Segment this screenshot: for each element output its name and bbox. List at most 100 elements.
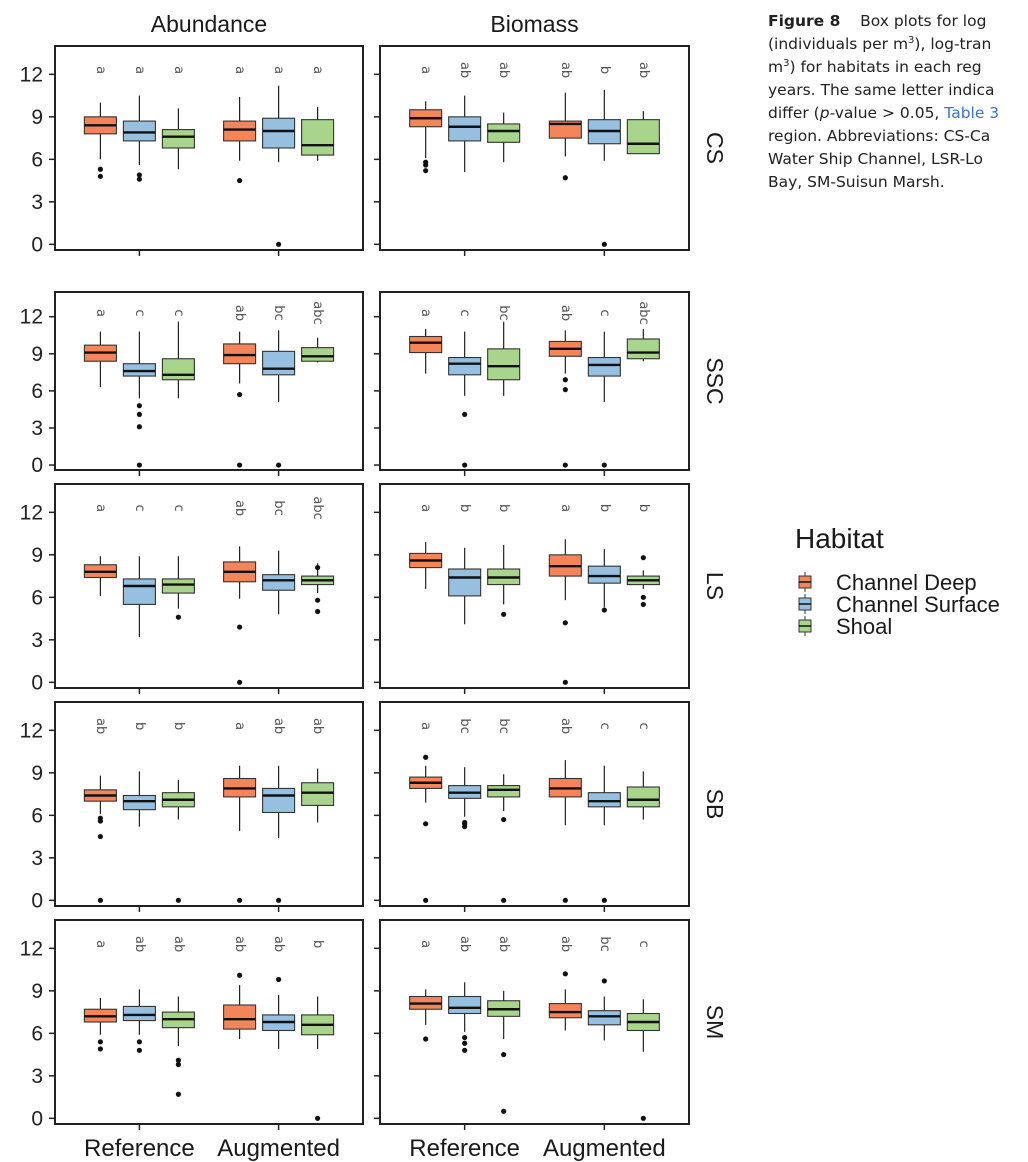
caption-text-2b: ), log-tran [914, 35, 992, 53]
outlier-point [276, 241, 282, 247]
box-augmented-channel-deep: ab [223, 305, 257, 468]
outlier-point [501, 1051, 507, 1058]
significance-letter: b [597, 504, 612, 512]
box-iqr [161, 129, 195, 149]
panel-abundance-sb: 0 3 6 9 12 ab b b a ab ab [20, 701, 364, 912]
box-iqr [448, 116, 482, 142]
box-augmented-channel-deep: ab [548, 62, 582, 181]
box-augmented-shoal: ab [301, 718, 335, 823]
box-augmented-channel-surface: c [587, 309, 621, 468]
box-iqr [548, 120, 582, 139]
y-tick-label: 12 [20, 719, 43, 742]
y-tick-label: 3 [31, 1065, 43, 1088]
box-iqr [262, 350, 296, 376]
significance-letter: a [93, 66, 108, 74]
box-augmented-shoal: c [626, 941, 660, 1121]
y-tick-label: 12 [20, 306, 43, 329]
column-title-biomass: Biomass [490, 11, 578, 37]
significance-letter: b [132, 722, 147, 730]
box-iqr [548, 1003, 582, 1019]
panel-abundance-ls: 0 3 6 9 12 a c c ab bc abc [20, 483, 364, 694]
box-reference-shoal: ab [161, 936, 195, 1097]
outlier-point [562, 175, 568, 181]
significance-letter: a [418, 504, 433, 512]
row-label-sb: SB [702, 789, 728, 820]
box-augmented-channel-surface: ab [262, 936, 296, 1049]
box-reference-channel-deep: ab [83, 718, 117, 903]
outlier-point [601, 241, 607, 247]
panel-frame [54, 291, 364, 471]
box-reference-channel-surface: a [122, 66, 156, 182]
caption-text-3b: ) for habitats in each reg [789, 58, 982, 76]
outlier-point [136, 411, 142, 417]
y-tick-label: 6 [31, 1022, 43, 1045]
y-tick-label: 9 [31, 106, 43, 129]
outlier-point [462, 411, 468, 417]
box-reference-shoal: bc [487, 305, 521, 396]
significance-letter: ab [457, 936, 472, 952]
outlier-point [601, 607, 607, 613]
significance-letter: b [496, 504, 511, 512]
outlier-point [97, 815, 103, 821]
significance-letter: a [232, 722, 247, 730]
outlier-point [315, 597, 321, 603]
outlier-point [136, 403, 142, 409]
box-reference-channel-deep: a [83, 66, 117, 179]
box-reference-channel-surface: c [122, 309, 156, 468]
outlier-point [175, 1057, 181, 1063]
significance-letter: c [597, 723, 612, 730]
box-augmented-channel-deep: ab [223, 936, 257, 1039]
outlier-point [501, 611, 507, 617]
significance-letter: ab [496, 936, 511, 952]
y-tick-label: 12 [20, 501, 43, 524]
outlier-point [315, 564, 321, 571]
significance-letter: ab [310, 718, 325, 734]
box-reference-channel-surface: ab [448, 936, 482, 1053]
box-augmented-channel-deep: ab [548, 305, 582, 468]
panel-abundance-ssc: 0 3 6 9 12 a c c ab bc abc [20, 291, 364, 477]
y-tick-label: 9 [31, 980, 43, 1003]
row-label-cs: CS [702, 132, 728, 164]
outlier-point [97, 1039, 103, 1045]
y-tick-label: 0 [31, 671, 43, 694]
figure-caption: Figure 8 Box plots for log (individuals … [768, 10, 1028, 194]
caption-sup-1: 3 [908, 34, 915, 46]
outlier-point [97, 173, 103, 179]
outlier-point [175, 1061, 181, 1068]
significance-letter: c [171, 505, 186, 512]
box-iqr [626, 119, 660, 155]
y-tick-label: 12 [20, 63, 43, 86]
box-reference-channel-surface: b [122, 722, 156, 827]
significance-letter: ab [558, 718, 573, 734]
outlier-point [562, 387, 568, 393]
box-augmented-shoal: b [626, 504, 660, 608]
panel-biomass-ssc: a c bc ab c abc [374, 291, 690, 476]
x-tick-label-reference: Reference [84, 1135, 195, 1162]
outlier-point [462, 1040, 468, 1046]
box-reference-channel-deep: a [409, 940, 443, 1042]
outlier-point [640, 601, 646, 608]
box-iqr [122, 120, 156, 142]
outlier-point [423, 897, 429, 903]
box-iqr [487, 348, 521, 381]
box-iqr [587, 792, 621, 808]
outlier-point [97, 1046, 103, 1052]
outlier-point [237, 972, 243, 978]
outlier-point [237, 391, 243, 398]
box-iqr [122, 363, 156, 377]
significance-letter: a [93, 504, 108, 512]
box-reference-shoal: c [161, 505, 195, 620]
outlier-point [462, 1034, 468, 1041]
box-reference-shoal: ab [487, 936, 521, 1114]
table-3-link[interactable]: Table 3 [944, 104, 1000, 122]
box-augmented-shoal: b [301, 940, 335, 1121]
significance-letter: ab [132, 936, 147, 952]
box-augmented-channel-deep: a [223, 66, 257, 184]
outlier-point [562, 679, 568, 685]
box-augmented-channel-surface: b [587, 66, 621, 247]
box-augmented-channel-surface: a [262, 66, 296, 247]
y-tick-label: 0 [31, 889, 43, 912]
box-iqr [161, 358, 195, 381]
outlier-point [562, 462, 568, 468]
